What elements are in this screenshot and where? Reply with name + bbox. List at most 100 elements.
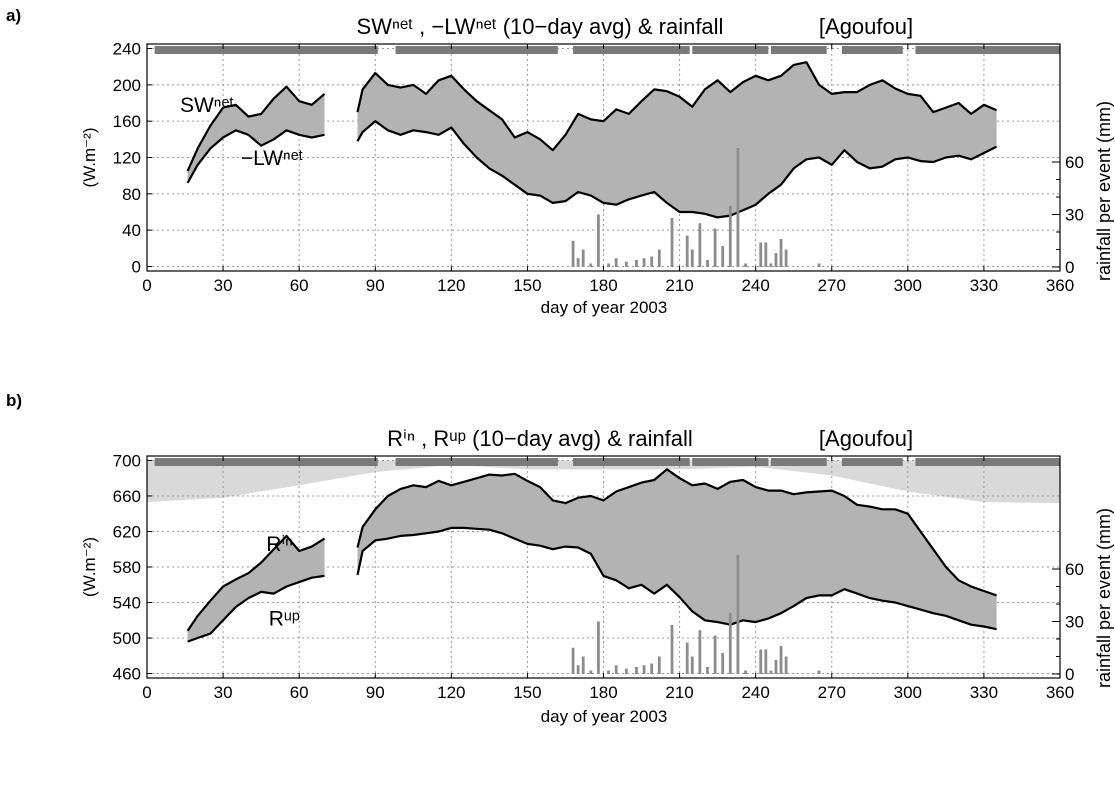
- coverage-segment: [915, 458, 1060, 466]
- rainfall-bar: [581, 249, 585, 267]
- rainfall-bar: [635, 260, 638, 267]
- x-tick-label: 240: [741, 683, 769, 702]
- coverage-bar: [154, 46, 1060, 54]
- rainfall-bar: [713, 635, 717, 674]
- x-tick-label: 300: [894, 683, 922, 702]
- x-tick-label: 0: [142, 276, 151, 295]
- y-tick-label: 500: [113, 629, 141, 648]
- x-tick-label: 330: [970, 276, 998, 295]
- x-tick-label: 150: [513, 276, 541, 295]
- x-tick-label: 270: [818, 683, 846, 702]
- y2-tick-label: 30: [1065, 613, 1084, 632]
- rainfall-bar: [698, 223, 702, 267]
- rainfall-bars: [571, 555, 821, 674]
- rainfall-bar: [581, 656, 585, 674]
- x-tick-label: 120: [437, 276, 465, 295]
- coverage-segment: [841, 46, 903, 54]
- y-tick-label: 460: [113, 665, 141, 684]
- y-tick-label: 160: [113, 112, 141, 131]
- y-tick-label: 240: [113, 40, 141, 59]
- panel-label: a): [6, 6, 21, 25]
- rainfall-bar: [764, 242, 768, 267]
- y2-tick-label: 60: [1065, 560, 1084, 579]
- x-axis-label: day of year 2003: [541, 707, 668, 726]
- rainfall-bar: [764, 649, 768, 674]
- rainfall-bar: [736, 148, 740, 267]
- x-tick-label: 120: [437, 683, 465, 702]
- coverage-segment: [573, 46, 690, 54]
- rainfall-bar: [690, 249, 694, 267]
- chart-panel-b: b) Rⁱⁿ , Rᵘᵖ (10−day avg) & rainfall [Agou…: [6, 391, 1114, 726]
- rainfall-bar: [698, 630, 702, 674]
- rainfall-bar: [759, 649, 763, 674]
- x-tick-label: 150: [513, 683, 541, 702]
- coverage-segment: [915, 46, 1060, 54]
- x-tick-label: 180: [589, 276, 617, 295]
- rainfall-bar: [597, 621, 600, 674]
- chart-panel-a: a) SWⁿᵉᵗ , −LWⁿᵉᵗ (10−day avg) & rainfall…: [6, 6, 1114, 317]
- coverage-segment: [395, 458, 558, 466]
- rainfall-bar: [576, 665, 580, 674]
- rainfall-bar: [784, 656, 788, 674]
- y-tick-label: 120: [113, 149, 141, 168]
- y-tick-label: 540: [113, 594, 141, 613]
- y-tick-label: 80: [122, 185, 141, 204]
- rainfall-bar: [670, 625, 674, 674]
- rainfall-bar: [690, 656, 694, 674]
- x-tick-label: 90: [366, 276, 385, 295]
- coverage-segment: [692, 46, 769, 54]
- rainfall-bar: [774, 660, 778, 674]
- coverage-segment: [770, 46, 827, 54]
- x-tick-label: 60: [290, 276, 309, 295]
- x-tick-label: 180: [589, 683, 617, 702]
- series-annotation: Rⁱⁿ: [266, 533, 293, 556]
- rainfall-bar: [607, 670, 610, 674]
- x-tick-label: 360: [1046, 683, 1074, 702]
- rainfall-bar: [607, 263, 610, 267]
- rainfall-bar: [589, 670, 593, 674]
- rainfall-bar: [657, 656, 661, 674]
- y-tick-label: 620: [113, 522, 141, 541]
- rainfall-bar: [657, 249, 661, 267]
- rainfall-bar: [597, 214, 600, 267]
- rainfall-bar: [670, 218, 674, 267]
- rainfall-bar: [769, 670, 773, 674]
- band-fill: [187, 535, 325, 642]
- rainfall-bar: [744, 263, 747, 267]
- band-fill: [357, 62, 997, 218]
- rainfall-bar: [624, 668, 628, 674]
- x-tick-label: 270: [818, 276, 846, 295]
- rainfall-bar: [624, 261, 628, 267]
- rainfall-bar: [728, 205, 732, 267]
- y-axis-label: (W.m⁻²): [80, 537, 99, 597]
- y-tick-label: 0: [132, 257, 141, 276]
- rainfall-bar: [642, 665, 646, 674]
- x-tick-label: 240: [741, 276, 769, 295]
- y-tick-label: 700: [113, 451, 141, 470]
- rainfall-bar: [589, 263, 593, 267]
- site-label: [Agoufou]: [819, 426, 913, 451]
- rainfall-bar: [685, 235, 689, 267]
- x-tick-label: 30: [214, 276, 233, 295]
- series-line-rin: [186, 468, 997, 632]
- rainfall-bar: [784, 249, 788, 267]
- x-tick-label: 30: [214, 683, 233, 702]
- coverage-segment: [770, 458, 827, 466]
- y2-tick-label: 0: [1065, 665, 1074, 684]
- rainfall-bar: [744, 670, 747, 674]
- rainfall-bar: [650, 663, 654, 674]
- rainfall-bar: [721, 246, 725, 267]
- x-tick-label: 360: [1046, 276, 1074, 295]
- rainfall-bar: [642, 258, 646, 267]
- rainfall-bar: [614, 258, 618, 267]
- series-annotation: −LWⁿᵉᵗ: [241, 147, 303, 170]
- coverage-segment: [154, 458, 378, 466]
- y2-tick-label: 60: [1065, 153, 1084, 172]
- rainfall-bar: [576, 258, 580, 267]
- rainfall-bars: [571, 148, 821, 267]
- x-tick-label: 210: [665, 683, 693, 702]
- y-tick-label: 200: [113, 76, 141, 95]
- coverage-segment: [841, 458, 903, 466]
- rainfall-bar: [774, 253, 778, 267]
